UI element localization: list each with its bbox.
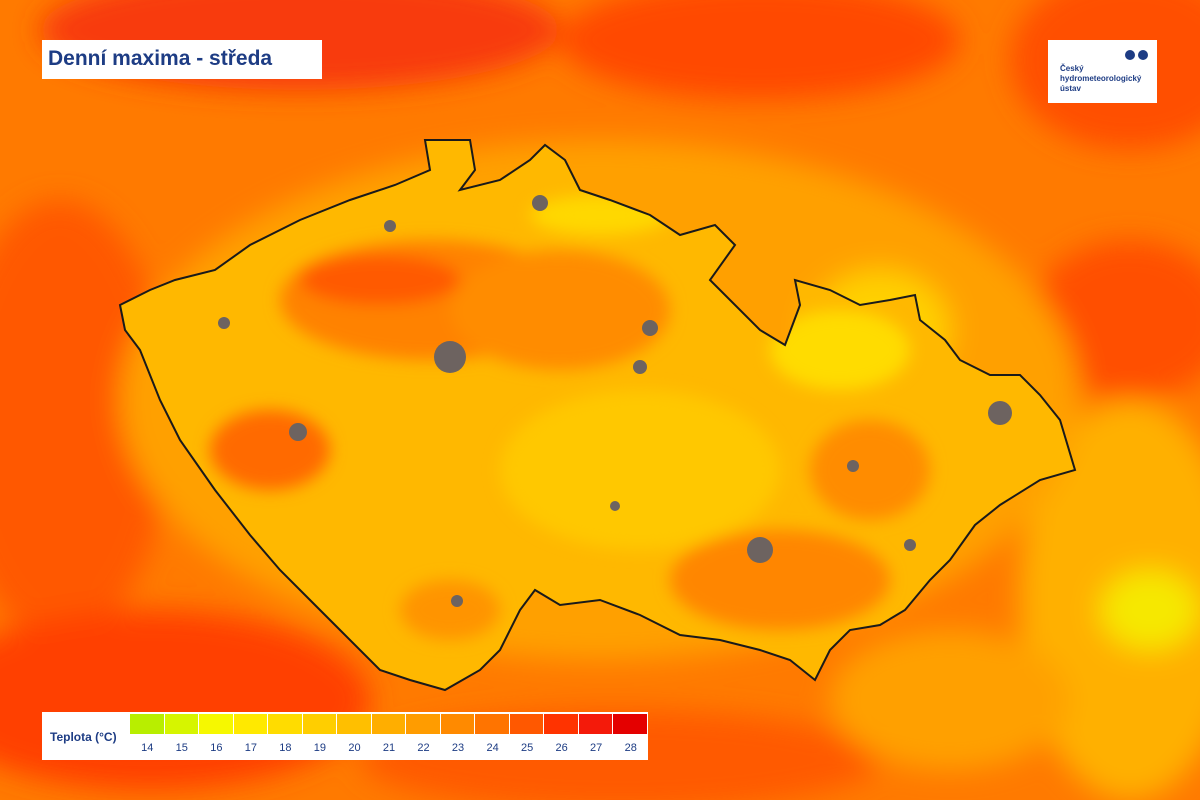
legend-swatch <box>233 714 269 734</box>
legend-step: 20 <box>337 714 372 758</box>
logo-line: Český <box>1060 64 1084 73</box>
legend-value: 25 <box>520 742 534 754</box>
legend-value: 28 <box>624 742 637 754</box>
legend-value: 18 <box>279 742 292 754</box>
legend-value: 14 <box>141 742 154 754</box>
legend-value: 16 <box>210 742 223 754</box>
legend-swatch <box>475 714 510 734</box>
legend-swatch <box>371 714 407 734</box>
legend-value: 17 <box>244 742 257 754</box>
legend-value: 20 <box>348 742 361 754</box>
legend-swatch <box>199 714 234 734</box>
legend-step: 26 <box>544 714 579 758</box>
cities <box>218 195 1012 607</box>
logo-line: ústav <box>1060 84 1081 93</box>
legend-step: 17 <box>233 714 269 758</box>
logo-icon <box>1125 50 1148 60</box>
legend-step: 28 <box>613 714 648 758</box>
logo-line: hydrometeorologický <box>1060 74 1142 83</box>
legend-value: 23 <box>451 742 465 754</box>
legend-value: 19 <box>313 742 327 754</box>
logo[interactable]: Český hydrometeorologický ústav <box>1048 40 1157 103</box>
legend: Teplota (°C) 14 15 16 17 18 19 20 21 22 23 24 25 26 2… <box>42 712 648 760</box>
legend-swatch <box>302 714 338 734</box>
legend-step: 15 <box>164 714 200 758</box>
title-box: Denní maxima - středa <box>42 40 322 79</box>
legend-swatch <box>544 714 579 734</box>
legend-swatch <box>130 714 165 734</box>
legend-step: 19 <box>302 714 338 758</box>
legend-swatch <box>337 714 372 734</box>
legend-swatch <box>406 714 441 734</box>
legend-swatch <box>509 714 545 734</box>
legend-value: 26 <box>555 742 568 754</box>
legend-step: 23 <box>440 714 476 758</box>
legend-swatch <box>268 714 303 734</box>
legend-label: Teplota (°C) <box>50 730 117 744</box>
legend-value: 21 <box>382 742 396 754</box>
legend-step: 25 <box>509 714 545 758</box>
legend-scale: 14 15 16 17 18 19 20 21 22 23 24 25 26 27 28 <box>130 714 648 758</box>
legend-step: 16 <box>199 714 234 758</box>
legend-step: 21 <box>371 714 407 758</box>
legend-value: 22 <box>417 742 430 754</box>
legend-swatch <box>440 714 476 734</box>
legend-swatch <box>578 714 614 734</box>
legend-step: 18 <box>268 714 303 758</box>
legend-swatch <box>164 714 200 734</box>
legend-step: 22 <box>406 714 441 758</box>
legend-value: 15 <box>175 742 188 754</box>
legend-step: 24 <box>475 714 510 758</box>
title: Denní maxima - středa <box>48 47 273 70</box>
logo-text: Český hydrometeorologický ústav <box>1060 64 1141 94</box>
legend-step: 14 <box>130 714 165 758</box>
legend-step: 27 <box>578 714 614 758</box>
legend-value: 24 <box>486 742 499 754</box>
legend-swatch <box>613 714 648 734</box>
legend-value: 27 <box>590 742 603 754</box>
